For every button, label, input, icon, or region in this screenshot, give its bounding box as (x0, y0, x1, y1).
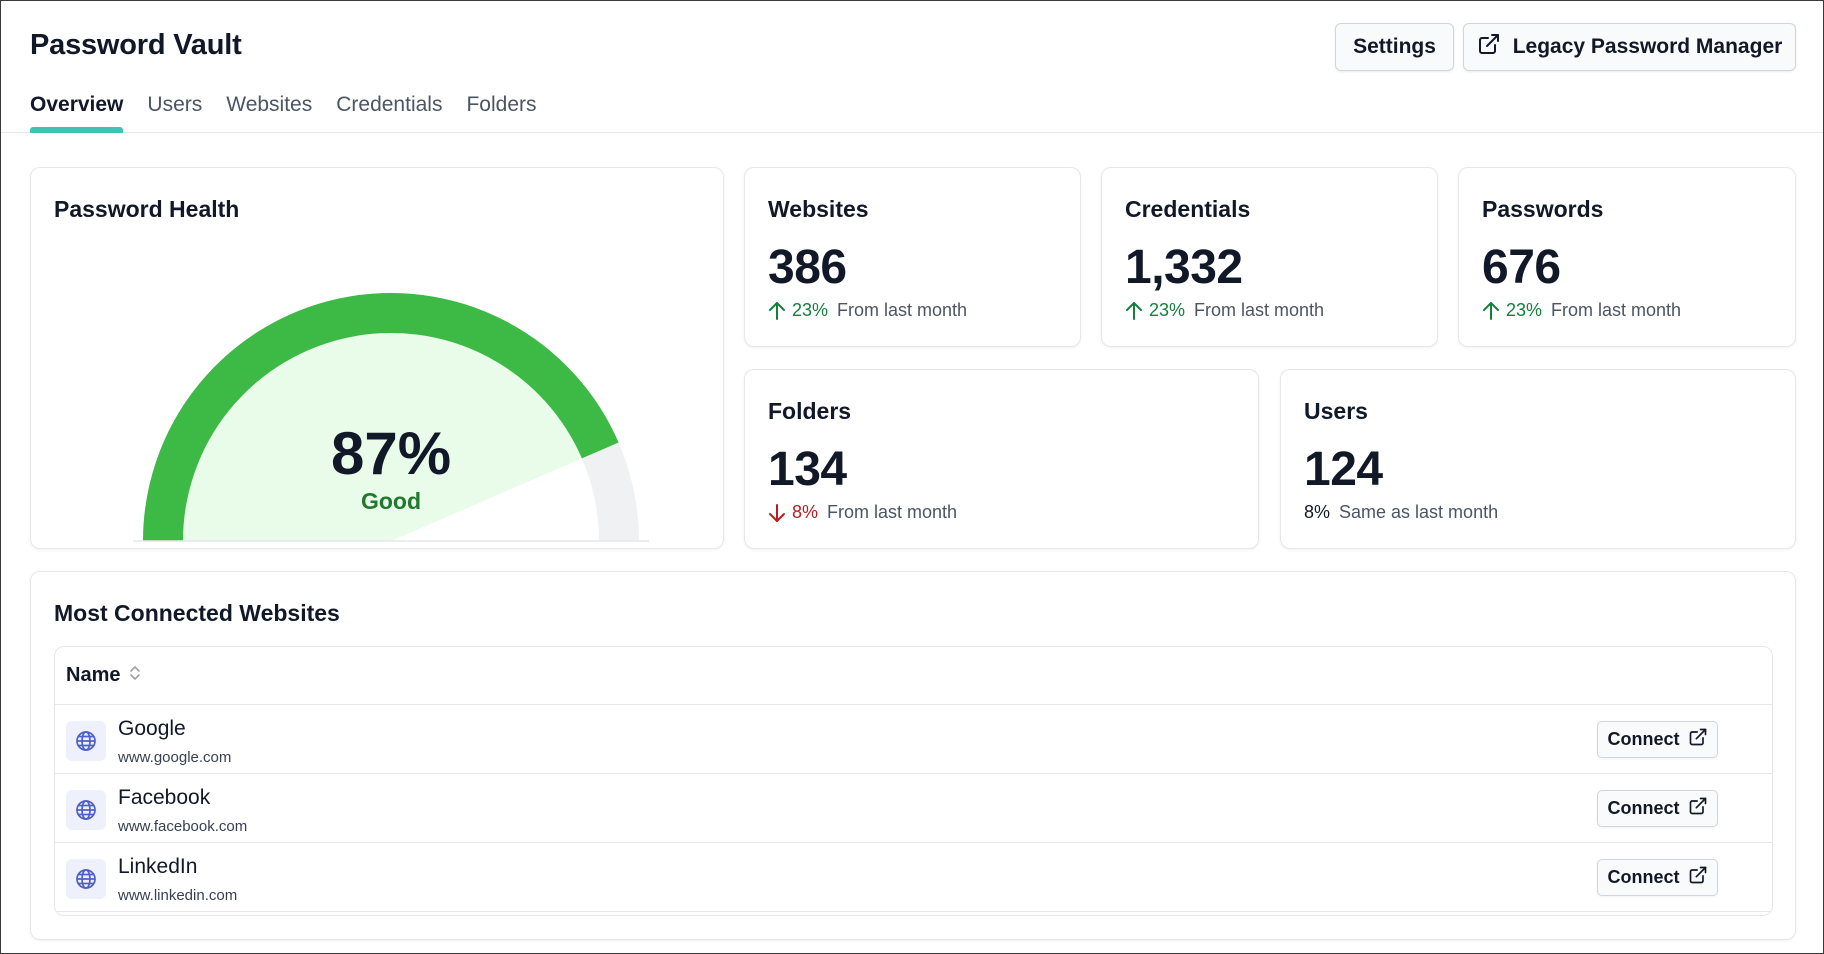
tab-credentials[interactable]: Credentials (336, 93, 443, 116)
passwords-delta-note: From last month (1551, 300, 1682, 320)
credentials-stat-card[interactable]: Credentials 1,332 23% From last month (1101, 167, 1438, 347)
most-connected-websites-card: Most Connected Websites Name Google www.… (30, 571, 1796, 940)
site-url: www.facebook.com (118, 818, 248, 835)
folders-delta-value: 8% (792, 502, 819, 522)
external-link-icon (1477, 32, 1501, 62)
table-header: Name (55, 647, 1772, 705)
site-name: Google (118, 717, 186, 740)
settings-button-label: Settings (1353, 35, 1436, 58)
folders-delta: 8% (768, 502, 818, 523)
credentials-stat-value: 1,332 (1125, 241, 1243, 294)
legacy-button-label: Legacy Password Manager (1512, 35, 1783, 58)
globe-icon (66, 721, 106, 761)
connect-label: Connect (1607, 729, 1680, 749)
users-delta-note: Same as last month (1339, 502, 1499, 522)
gauge-percent: 87% (331, 420, 451, 487)
site-url: www.linkedin.com (118, 887, 238, 904)
websites-delta-value: 23% (792, 300, 829, 320)
websites-delta: 23% (768, 300, 828, 321)
websites-stat-card[interactable]: Websites 386 23% From last month (744, 167, 1081, 347)
websites-delta-note: From last month (837, 300, 968, 320)
tab-folders[interactable]: Folders (466, 93, 537, 116)
websites-table: Name Google www.google.com Connect (54, 646, 1773, 916)
passwords-delta: 23% (1482, 300, 1542, 321)
connect-label: Connect (1607, 798, 1680, 818)
users-stat-title: Users (1304, 398, 1368, 424)
folders-stat-card[interactable]: Folders 134 8% From last month (744, 369, 1259, 549)
users-stat-footer: 8% Same as last month (1304, 502, 1498, 523)
external-link-icon (1688, 865, 1708, 890)
password-health-gauge: 87% Good (133, 293, 649, 542)
credentials-delta-note: From last month (1194, 300, 1325, 320)
folders-delta-note: From last month (827, 502, 958, 522)
site-name: Facebook (118, 786, 211, 809)
table-row: LinkedIn www.linkedin.com Connect (55, 843, 1772, 912)
credentials-delta-value: 23% (1149, 300, 1186, 320)
globe-icon (66, 790, 106, 830)
folders-stat-value: 134 (768, 443, 847, 496)
settings-button[interactable]: Settings (1335, 23, 1454, 71)
tab-bar: Overview Users Websites Credentials Fold… (30, 93, 537, 133)
tab-users[interactable]: Users (147, 93, 203, 116)
credentials-delta: 23% (1125, 300, 1185, 321)
arrow-up-icon (768, 301, 786, 321)
users-stat-value: 124 (1304, 443, 1383, 496)
password-health-card: Password Health 87% Good (30, 167, 724, 549)
passwords-stat-footer: 23% From last month (1482, 300, 1681, 321)
external-link-icon (1688, 727, 1708, 752)
external-link-icon (1688, 796, 1708, 821)
arrow-down-icon (768, 503, 786, 523)
page-header: Password Vault Settings Legacy Password … (1, 1, 1823, 133)
websites-stat-title: Websites (768, 196, 869, 222)
credentials-stat-title: Credentials (1125, 196, 1251, 222)
sort-icon[interactable] (128, 663, 142, 689)
table-row: Google www.google.com Connect (55, 705, 1772, 774)
password-health-title: Password Health (54, 196, 240, 222)
table-row: Facebook www.facebook.com Connect (55, 774, 1772, 843)
connect-facebook-button[interactable]: Connect (1597, 790, 1718, 827)
site-url: www.google.com (118, 749, 232, 766)
users-stat-card[interactable]: Users 124 8% Same as last month (1280, 369, 1796, 549)
gauge-status: Good (361, 488, 421, 514)
gauge-fill (143, 293, 619, 542)
arrow-up-icon (1482, 301, 1500, 321)
arrow-up-icon (1125, 301, 1143, 321)
folders-stat-footer: 8% From last month (768, 502, 957, 523)
credentials-stat-footer: 23% From last month (1125, 300, 1324, 321)
page-title: Password Vault (30, 29, 242, 61)
tab-websites[interactable]: Websites (226, 93, 313, 116)
passwords-stat-card[interactable]: Passwords 676 23% From last month (1458, 167, 1796, 347)
users-delta-value: 8% (1304, 502, 1331, 522)
passwords-stat-value: 676 (1482, 241, 1561, 294)
gauge-inner-fill (183, 332, 582, 541)
websites-stat-footer: 23% From last month (768, 300, 967, 321)
site-name: LinkedIn (118, 855, 198, 878)
tab-overview[interactable]: Overview (30, 93, 124, 133)
column-header-name[interactable]: Name (66, 664, 121, 686)
connect-label: Connect (1607, 867, 1680, 887)
websites-stat-value: 386 (768, 241, 847, 294)
connect-linkedin-button[interactable]: Connect (1597, 859, 1718, 896)
folders-stat-title: Folders (768, 398, 852, 424)
most-connected-websites-title: Most Connected Websites (54, 600, 340, 626)
passwords-stat-title: Passwords (1482, 196, 1604, 222)
legacy-password-manager-button[interactable]: Legacy Password Manager (1463, 23, 1796, 71)
connect-google-button[interactable]: Connect (1597, 721, 1718, 758)
passwords-delta-value: 23% (1506, 300, 1543, 320)
globe-icon (66, 859, 106, 899)
